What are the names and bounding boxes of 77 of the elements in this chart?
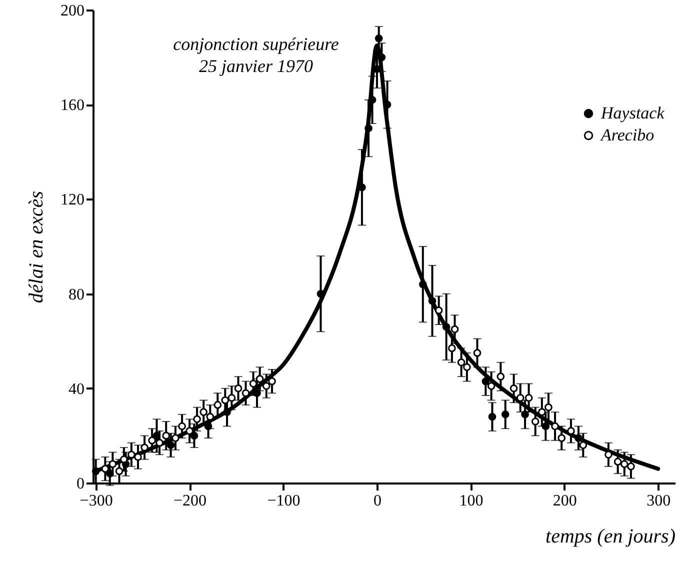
point	[538, 408, 546, 416]
point	[482, 377, 490, 386]
y-tick-label: 160	[60, 97, 84, 114]
point	[457, 358, 466, 366]
point	[92, 467, 100, 476]
point	[516, 394, 524, 402]
point	[120, 455, 128, 464]
point	[488, 412, 496, 421]
point	[450, 325, 459, 334]
point	[544, 403, 552, 412]
point	[574, 434, 582, 442]
point	[434, 306, 443, 314]
point	[262, 382, 270, 390]
y-tick-label: 40	[68, 380, 84, 398]
point	[448, 344, 456, 352]
point	[108, 460, 117, 468]
point	[579, 441, 588, 450]
point	[193, 415, 201, 424]
point	[242, 389, 250, 398]
x-tick-label: −200	[174, 492, 207, 510]
point	[156, 438, 164, 447]
point	[268, 377, 276, 386]
point	[524, 394, 533, 402]
point	[551, 422, 559, 430]
point	[374, 34, 383, 42]
point	[463, 363, 471, 372]
point	[521, 410, 529, 418]
point	[368, 96, 376, 104]
x-tick-label: 200	[552, 492, 577, 510]
point	[166, 441, 175, 450]
point	[418, 280, 427, 288]
point	[200, 408, 208, 416]
point	[487, 382, 496, 390]
x-tick-label: 0	[373, 492, 382, 510]
x-tick-label: −300	[80, 492, 113, 510]
point	[178, 422, 186, 430]
x-axis-title: temps (en jours)	[546, 526, 676, 548]
point	[542, 422, 550, 430]
point	[221, 396, 230, 404]
y-tick-label: 80	[68, 286, 84, 304]
point	[234, 384, 242, 392]
point	[256, 375, 264, 383]
point	[148, 436, 156, 444]
x-tick-label: 300	[646, 492, 671, 510]
y-axis-title: délai en excès	[26, 190, 48, 304]
point	[214, 401, 222, 409]
point	[101, 464, 110, 473]
point	[115, 467, 124, 476]
legend-label: Haystack	[600, 104, 665, 122]
point	[186, 427, 194, 435]
point	[364, 124, 372, 132]
point	[162, 432, 170, 440]
annotation: conjonction supérieure 25 janvier 1970	[173, 34, 339, 76]
legend-label: Arecibo	[600, 126, 654, 144]
point	[620, 460, 628, 468]
x-tick-label: −100	[267, 492, 300, 510]
x-tick-label: 100	[459, 492, 484, 510]
point	[567, 427, 575, 435]
point	[501, 410, 510, 418]
point	[190, 432, 198, 440]
point	[614, 458, 622, 466]
point	[627, 462, 635, 470]
y-tick-label: 0	[76, 476, 84, 492]
point	[378, 53, 386, 62]
point	[531, 418, 540, 426]
point	[172, 434, 180, 442]
y-tick-label: 200	[60, 2, 84, 20]
point	[558, 434, 566, 442]
point	[228, 394, 236, 402]
y-tick-label: 120	[60, 192, 84, 209]
point	[140, 444, 148, 452]
point	[496, 372, 505, 380]
point	[128, 450, 136, 459]
point	[428, 296, 436, 305]
point	[473, 349, 482, 357]
point	[510, 384, 518, 392]
point	[442, 323, 450, 331]
